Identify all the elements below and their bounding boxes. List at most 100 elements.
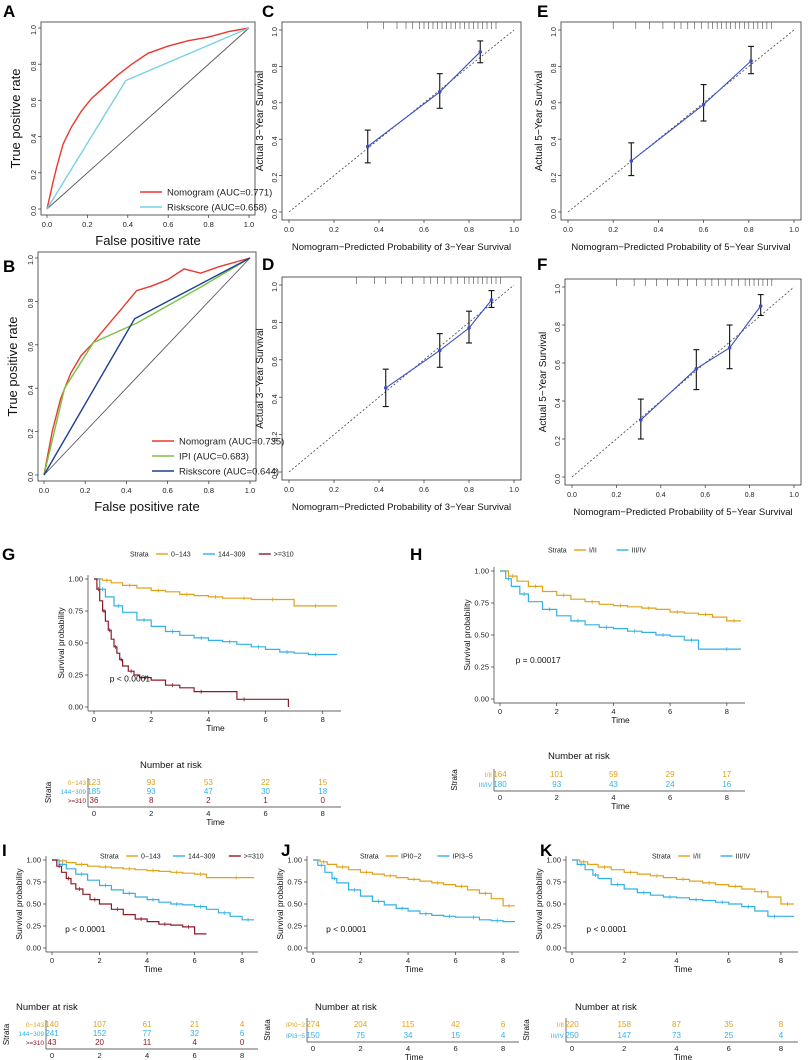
x-axis-title: Nomogram−Predicted Probability of 3−Year… <box>292 502 511 513</box>
risk-count: 77 <box>143 1029 152 1038</box>
risk-count: 93 <box>147 787 156 796</box>
legend-label-1: IPI (AUC=0.683) <box>179 452 249 463</box>
risk-time-label: 8 <box>779 1044 783 1053</box>
legend-label-1: IPI3−5 <box>452 854 473 861</box>
risk-table-title: Number at risk <box>575 1002 637 1013</box>
y-axis-title: True positive rate <box>5 317 20 417</box>
risk-count: 4 <box>192 1038 197 1047</box>
y-tick-label: 0.8 <box>28 298 35 308</box>
risk-count: 53 <box>204 778 213 787</box>
risk-count: 43 <box>48 1038 57 1047</box>
risk-time-label: 2 <box>358 1044 362 1053</box>
risk-row-label-0: IPI0−2 <box>286 1022 305 1029</box>
survival-curve-1 <box>313 859 515 923</box>
risk-row-label-0: I/II <box>485 772 492 779</box>
x-axis-title: Time <box>206 723 225 733</box>
y-axis-title: Survival probability <box>534 868 544 940</box>
risk-count: 47 <box>204 787 213 796</box>
risk-x-axis-title: Time <box>674 1052 693 1060</box>
risk-count: 6 <box>501 1020 506 1029</box>
y-axis-title: Actual 3−Year Survival <box>255 328 266 429</box>
y-tick-label: 0.00 <box>474 695 489 704</box>
ideal-diagonal <box>567 29 795 213</box>
calibration-point <box>437 348 442 353</box>
y-tick-label: 1.00 <box>546 856 561 865</box>
legend-title: Strata <box>100 854 119 861</box>
panel-label-c: C <box>262 2 274 21</box>
risk-count: 204 <box>354 1020 368 1029</box>
risk-time-label: 0 <box>498 793 502 802</box>
panel-label-d: D <box>262 255 274 274</box>
x-tick-label: 1.0 <box>789 227 799 234</box>
x-tick-label: 0.6 <box>699 227 709 234</box>
y-tick-label: 0.75 <box>474 599 489 608</box>
risk-count: 274 <box>306 1020 320 1029</box>
x-tick-label: 8 <box>501 956 505 965</box>
risk-count: 0 <box>240 1038 245 1047</box>
y-tick-label: 0.50 <box>287 900 302 909</box>
calibration-point <box>727 346 732 350</box>
risk-time-label: 8 <box>501 1044 505 1053</box>
y-tick-label: 1.00 <box>474 567 489 576</box>
risk-table-title: Number at risk <box>548 751 610 762</box>
y-tick-label: 1.0 <box>31 25 38 35</box>
p-value: p < 0.0001 <box>586 924 627 934</box>
legend-label-1: III/IV <box>736 854 751 861</box>
x-tick-label: 0.2 <box>329 487 339 494</box>
risk-count: 93 <box>147 778 156 787</box>
x-tick-label: 0.8 <box>464 487 474 494</box>
risk-count: 22 <box>261 778 270 787</box>
legend-label-0: Nomogram (AUC=0.771) <box>167 188 272 199</box>
risk-time-label: 2 <box>555 793 559 802</box>
risk-row-label-1: 144−309 <box>19 1031 45 1038</box>
legend-label-0: IPI0−2 <box>401 854 422 861</box>
y-tick-label: 0.75 <box>287 878 302 887</box>
y-tick-label: 0.2 <box>555 436 562 446</box>
calibration-point <box>694 366 699 371</box>
y-tick-label: 0.4 <box>555 398 562 408</box>
risk-y-axis-title: Strata <box>522 1019 531 1041</box>
risk-count: 140 <box>45 1020 59 1029</box>
x-tick-label: 6 <box>727 956 731 965</box>
risk-count: 185 <box>87 787 101 796</box>
y-tick-label: 0.50 <box>26 900 41 909</box>
survival-curve-0 <box>52 859 254 879</box>
risk-table-title: Number at risk <box>16 1002 78 1013</box>
reference-diagonal <box>46 27 250 210</box>
y-axis-title: True positive rate <box>8 69 23 169</box>
x-tick-label: 0.0 <box>39 486 49 495</box>
x-tick-label: 0.8 <box>744 227 754 234</box>
x-tick-label: 4 <box>206 715 210 724</box>
legend-label-0: I/II <box>693 854 701 861</box>
calibration-line <box>385 299 492 389</box>
x-tick-label: 4 <box>674 956 678 965</box>
risk-count: 21 <box>190 1020 199 1029</box>
y-tick-label: 0.6 <box>31 97 38 107</box>
legend-title: Strata <box>652 854 671 861</box>
risk-y-axis-title: Strata <box>44 781 53 803</box>
y-tick-label: 0.2 <box>28 429 35 439</box>
x-tick-label: 8 <box>725 707 729 716</box>
y-tick-label: 1.00 <box>68 575 83 584</box>
p-value: p < 0.0001 <box>326 924 367 934</box>
y-tick-label: 0.25 <box>68 671 83 680</box>
legend-label-0: 0−143 <box>141 854 161 861</box>
x-axis-title: Nomogram−Predicted Probability of 5−Year… <box>571 242 790 253</box>
x-tick-label: 0.6 <box>419 227 429 234</box>
ideal-diagonal <box>288 284 515 473</box>
panel-label-h: H <box>410 545 422 564</box>
y-tick-label: 1.0 <box>272 27 279 37</box>
ideal-diagonal <box>571 286 795 478</box>
risk-count: 59 <box>609 770 618 779</box>
survival-curve-1 <box>500 570 741 650</box>
y-tick-label: 0.0 <box>555 474 562 484</box>
risk-count: 15 <box>318 778 327 787</box>
x-tick-label: 6 <box>263 715 267 724</box>
x-axis-title: Time <box>611 715 630 725</box>
x-tick-label: 0.0 <box>563 227 573 234</box>
risk-count: 8 <box>149 796 154 805</box>
legend-label-1: Riskscore (AUC=0.658) <box>167 203 267 214</box>
risk-count: 17 <box>722 770 731 779</box>
x-tick-label: 1.0 <box>245 486 255 495</box>
